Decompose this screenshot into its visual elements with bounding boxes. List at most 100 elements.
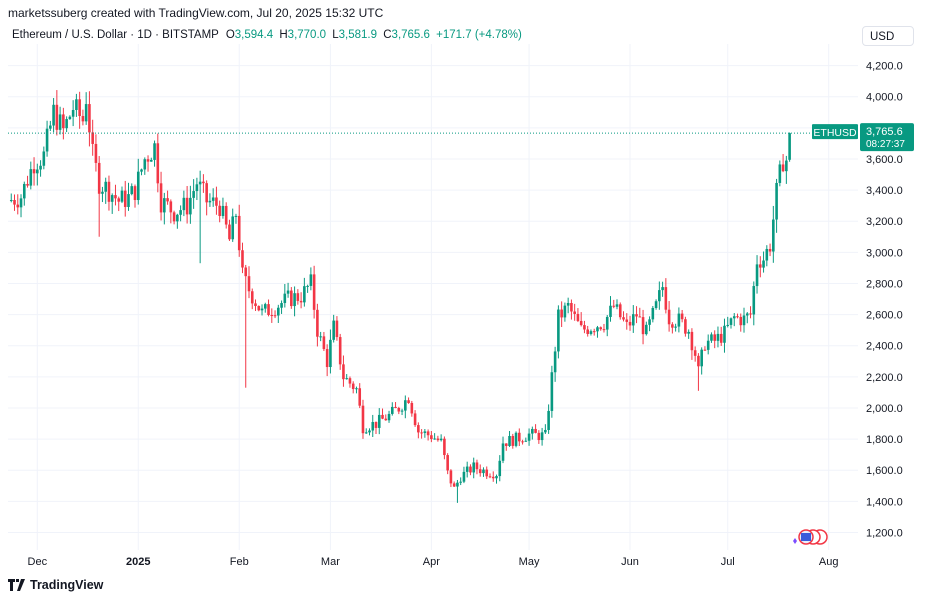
- candle-body: [22, 183, 26, 199]
- close-value: 3,765.6: [391, 29, 430, 41]
- candle: [570, 299, 573, 320]
- low-value: 3,581.9: [338, 29, 378, 41]
- candle-body: [615, 304, 619, 307]
- candle-body: [775, 182, 778, 220]
- high-value: 3,770.0: [287, 29, 327, 41]
- candle: [420, 429, 423, 439]
- candle: [579, 312, 583, 327]
- candle-body: [384, 418, 388, 421]
- candle-body: [221, 205, 225, 216]
- candle: [123, 180, 127, 217]
- candle: [342, 355, 345, 387]
- candle-body: [159, 183, 163, 213]
- candle-body: [459, 481, 462, 483]
- y-tick-label: 4,200.0: [866, 61, 903, 73]
- symbol-legend[interactable]: Ethereum / U.S. Dollar · 1D · BITSTAMP O…: [12, 29, 522, 41]
- candle: [244, 264, 248, 388]
- candle: [195, 177, 199, 201]
- candle-body: [482, 469, 485, 474]
- candle: [413, 410, 417, 427]
- candle-body: [511, 435, 515, 446]
- candle: [169, 199, 173, 224]
- tradingview-logo[interactable]: TradingView: [8, 578, 103, 592]
- candle: [101, 186, 104, 203]
- candle: [286, 282, 290, 298]
- candle: [436, 435, 440, 442]
- grid: [8, 44, 858, 550]
- candle-body: [534, 428, 537, 433]
- currency-button[interactable]: USD: [862, 26, 914, 46]
- candle-body: [524, 440, 528, 442]
- candle: [488, 473, 492, 479]
- change-value: +171.7 (+4.78%): [436, 29, 522, 41]
- candle: [250, 288, 254, 310]
- candle: [394, 402, 397, 409]
- candle-body: [42, 151, 46, 166]
- candle: [351, 381, 355, 394]
- candle-body: [169, 201, 173, 213]
- price-tag: ETHUSD 3,765.608:27:37: [812, 123, 914, 152]
- candle: [433, 433, 436, 440]
- candle: [58, 106, 62, 135]
- candle: [566, 297, 570, 314]
- candle: [88, 91, 91, 147]
- x-tick-label: Apr: [423, 556, 440, 568]
- candle-body: [501, 443, 505, 461]
- candle-body: [19, 198, 23, 208]
- candle: [263, 302, 267, 313]
- candle-body: [397, 408, 401, 412]
- candle-body: [267, 304, 270, 315]
- candle-body: [752, 286, 756, 315]
- y-tick-label: 1,800.0: [866, 434, 903, 446]
- candle-body: [498, 460, 502, 477]
- candle-body: [648, 319, 651, 325]
- candle: [583, 320, 586, 334]
- candle-body: [710, 334, 713, 341]
- candle: [622, 311, 625, 322]
- candle: [739, 313, 743, 332]
- candle-body: [732, 316, 736, 319]
- candle: [208, 193, 212, 207]
- candle-body: [762, 260, 765, 268]
- candle-body: [293, 293, 296, 307]
- candle: [645, 321, 648, 336]
- candle-body: [58, 114, 62, 130]
- candle: [368, 428, 371, 436]
- candle: [449, 469, 453, 488]
- candle: [612, 299, 616, 309]
- candle-body: [94, 143, 98, 163]
- candle: [765, 245, 769, 267]
- candle: [755, 255, 759, 294]
- candle: [146, 155, 150, 172]
- candle: [39, 160, 42, 177]
- candle: [524, 437, 528, 442]
- candle-body: [586, 329, 589, 334]
- candle: [664, 278, 668, 314]
- candle-body: [110, 195, 114, 202]
- candle-body: [469, 466, 472, 473]
- candle: [29, 161, 33, 190]
- candle-body: [407, 400, 410, 403]
- candle: [423, 429, 427, 438]
- candle-body: [723, 325, 726, 343]
- candle-body: [136, 171, 140, 201]
- candle: [176, 213, 179, 229]
- candle-body: [485, 469, 489, 477]
- candle: [84, 92, 88, 125]
- candle-body: [277, 307, 280, 316]
- y-tick-label: 1,600.0: [866, 465, 903, 477]
- y-tick-label: 2,600.0: [866, 310, 903, 322]
- candle: [609, 296, 612, 322]
- candle-body: [609, 305, 612, 317]
- candle-body: [312, 274, 316, 310]
- candle: [397, 406, 401, 415]
- x-tick-label: 2025: [126, 556, 150, 568]
- candle: [22, 181, 26, 206]
- candle-body: [78, 99, 81, 116]
- candle: [237, 204, 241, 257]
- candle-body: [531, 428, 534, 434]
- candle-body: [205, 183, 208, 203]
- economic-events-icon[interactable]: [793, 529, 828, 545]
- candle: [241, 242, 244, 274]
